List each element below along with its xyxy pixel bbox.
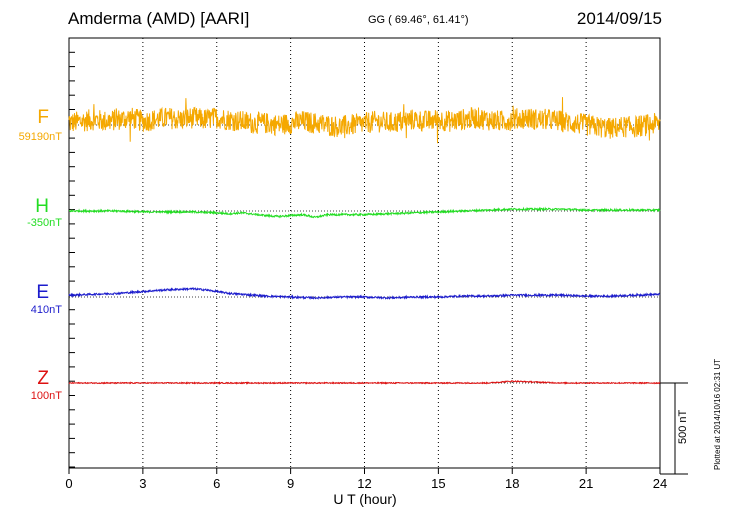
- geographic-coordinates: GG ( 69.46°, 61.41°): [368, 14, 469, 26]
- station-title: Amderma (AMD) [AARI]: [68, 9, 250, 28]
- x-tick-label: 21: [579, 476, 593, 491]
- trace-e: [68, 287, 661, 301]
- component-baseline-e: 410nT: [30, 304, 62, 316]
- component-letter-z: Z: [37, 368, 49, 389]
- x-tick-label: 9: [287, 476, 294, 491]
- x-tick-label: 6: [213, 476, 220, 491]
- plot-date: 2014/09/15: [576, 9, 662, 28]
- trace-f: [68, 97, 661, 144]
- component-baseline-h: -350nT: [27, 217, 62, 229]
- x-tick-label: 18: [505, 476, 519, 491]
- component-baseline-f: 59190nT: [18, 131, 62, 143]
- component-baseline-z: 100nT: [30, 390, 62, 402]
- component-letter-h: H: [35, 196, 49, 217]
- component-letter-e: E: [36, 282, 49, 303]
- x-tick-label: 0: [65, 476, 72, 491]
- scale-bar-label: 500 nT: [677, 409, 689, 444]
- trace-z: [68, 379, 661, 385]
- x-tick-label: 3: [139, 476, 146, 491]
- x-axis-label: U T (hour): [333, 491, 397, 507]
- x-tick-label: 15: [431, 476, 445, 491]
- trace-h: [68, 206, 661, 219]
- x-tick-label: 24: [653, 476, 667, 491]
- x-tick-label: 12: [357, 476, 371, 491]
- component-letter-f: F: [37, 107, 49, 128]
- plotted-at-note: Plotted at 2014/10/16 02:31 UT: [713, 358, 722, 470]
